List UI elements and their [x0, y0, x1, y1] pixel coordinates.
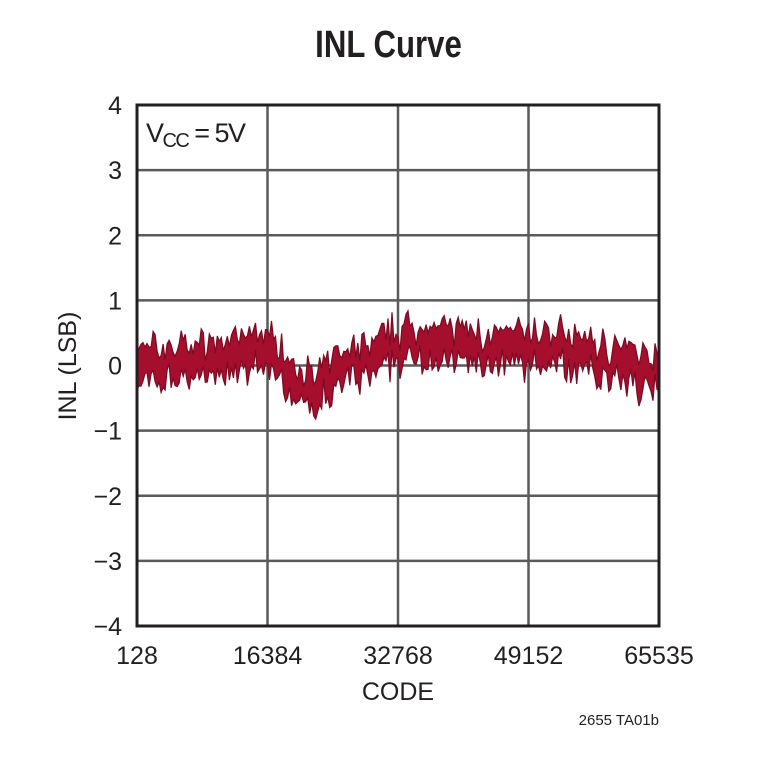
y-tick-label: −3 — [93, 548, 122, 576]
x-tick-label: 32768 — [363, 642, 433, 670]
figure-id-footnote: 2655 TA01b — [579, 712, 659, 729]
y-tick-label: 0 — [108, 353, 122, 381]
x-tick-label: 16384 — [233, 642, 303, 670]
vcc-annotation: VCC = 5V — [146, 118, 246, 152]
y-tick-label: 3 — [108, 157, 122, 185]
y-tick-label: −4 — [93, 613, 122, 641]
chart-title: INL Curve — [315, 24, 462, 66]
x-tick-label: 49152 — [494, 642, 564, 670]
annotation-background — [142, 112, 264, 152]
y-tick-label: 2 — [108, 222, 122, 250]
plot-frame — [135, 103, 661, 628]
x-axis-label: CODE — [362, 678, 434, 706]
inl-trace — [137, 309, 659, 421]
x-tick-labels: 128 16384 32768 49152 65535 — [116, 642, 694, 670]
x-tick-label: 65535 — [624, 642, 694, 670]
y-tick-label: 1 — [108, 287, 122, 315]
y-axis-label: INL (LSB) — [54, 312, 82, 421]
y-tick-label: −1 — [93, 418, 122, 446]
y-tick-label: −2 — [93, 483, 122, 511]
y-tick-label: 4 — [108, 92, 122, 120]
y-tick-labels: 4 3 2 1 0 −1 −2 −3 −4 — [93, 92, 122, 641]
x-tick-label: 128 — [116, 642, 158, 670]
